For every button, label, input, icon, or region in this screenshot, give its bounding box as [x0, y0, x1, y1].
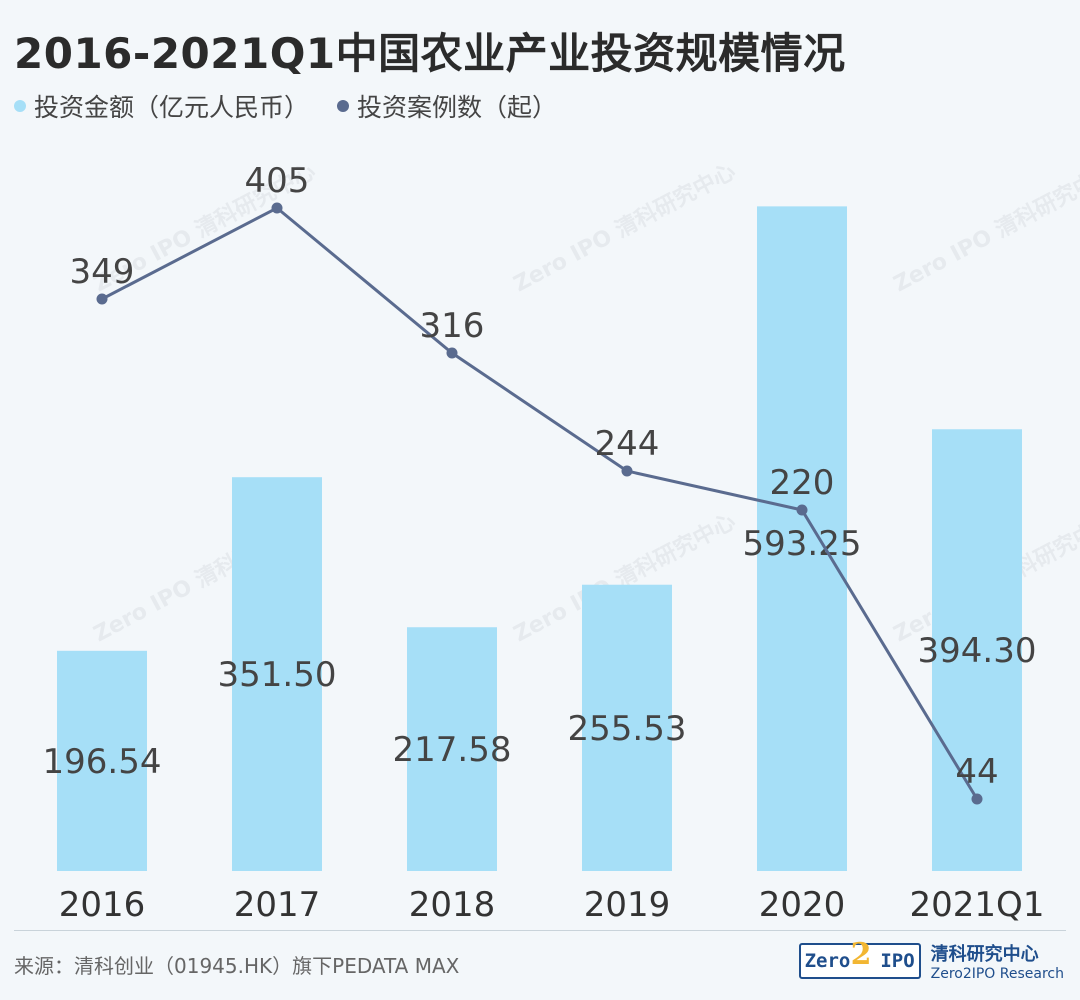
bar — [57, 650, 147, 871]
bar — [232, 477, 322, 871]
x-tick-label: 2020 — [759, 885, 846, 925]
bar — [407, 627, 497, 871]
line-value-label: 405 — [245, 161, 310, 201]
line-point — [971, 793, 983, 805]
x-tick-label: 2016 — [59, 885, 146, 925]
bar-value-label: 351.50 — [218, 655, 337, 695]
bar-value-label: 255.53 — [568, 709, 687, 749]
bar-value-label: 196.54 — [43, 742, 162, 782]
line-point — [271, 202, 283, 214]
x-tick-label: 2018 — [409, 885, 496, 925]
legend-dot-cases — [337, 100, 350, 112]
legend-label-amount: 投资金额（亿元人民币） — [34, 93, 310, 122]
line-point — [796, 504, 808, 516]
x-tick-label: 2019 — [584, 885, 671, 925]
series-line-cases — [101, 206, 979, 800]
chart-canvas: 196.54 351.50 217.58 255.53 593.25 394.30 349 4… — [43, 161, 1045, 925]
brand-logo-left: Zero — [804, 950, 851, 972]
brand: Zero 2 IPO 清科研究中心 Zero2IPO Research — [798, 937, 1064, 982]
line-point — [621, 465, 633, 477]
line-value-label: 316 — [420, 306, 485, 346]
bar-value-label: 394.30 — [918, 631, 1037, 671]
brand-name-cn: 清科研究中心 — [930, 944, 1039, 965]
brand-logo-mid: 2 — [850, 937, 872, 972]
legend-dot-amount — [14, 100, 26, 112]
bar — [757, 206, 847, 872]
bar-value-label: 217.58 — [393, 730, 512, 770]
line-value-label: 244 — [595, 424, 660, 464]
line-value-label: 349 — [70, 252, 135, 292]
source-note: 来源：清科创业（01945.HK）旗下PEDATA MAX — [14, 954, 460, 978]
line-point — [96, 293, 108, 305]
line-point — [446, 347, 458, 359]
line-value-label: 44 — [955, 752, 998, 792]
x-tick-label: 2021Q1 — [910, 885, 1045, 925]
brand-text: 清科研究中心 Zero2IPO Research — [931, 940, 1064, 982]
brand-logo: Zero 2 IPO — [798, 937, 921, 979]
brand-name-en: Zero2IPO Research — [930, 966, 1064, 982]
legend-label-cases: 投资案例数（起） — [357, 93, 558, 122]
chart-title: 2016-2021Q1中国农业产业投资规模情况 — [14, 29, 846, 78]
footer-divider — [14, 930, 1066, 931]
legend-item-cases: 投资案例数（起） — [337, 88, 557, 124]
x-tick-label: 2017 — [234, 885, 321, 925]
bar — [582, 584, 672, 871]
legend-item-amount: 投资金额（亿元人民币） — [14, 88, 309, 124]
bar-value-label: 593.25 — [743, 524, 862, 564]
brand-logo-right: IPO — [880, 950, 915, 972]
line-value-label: 220 — [770, 463, 835, 503]
legend: 投资金额（亿元人民币） 投资案例数（起） — [14, 88, 585, 124]
